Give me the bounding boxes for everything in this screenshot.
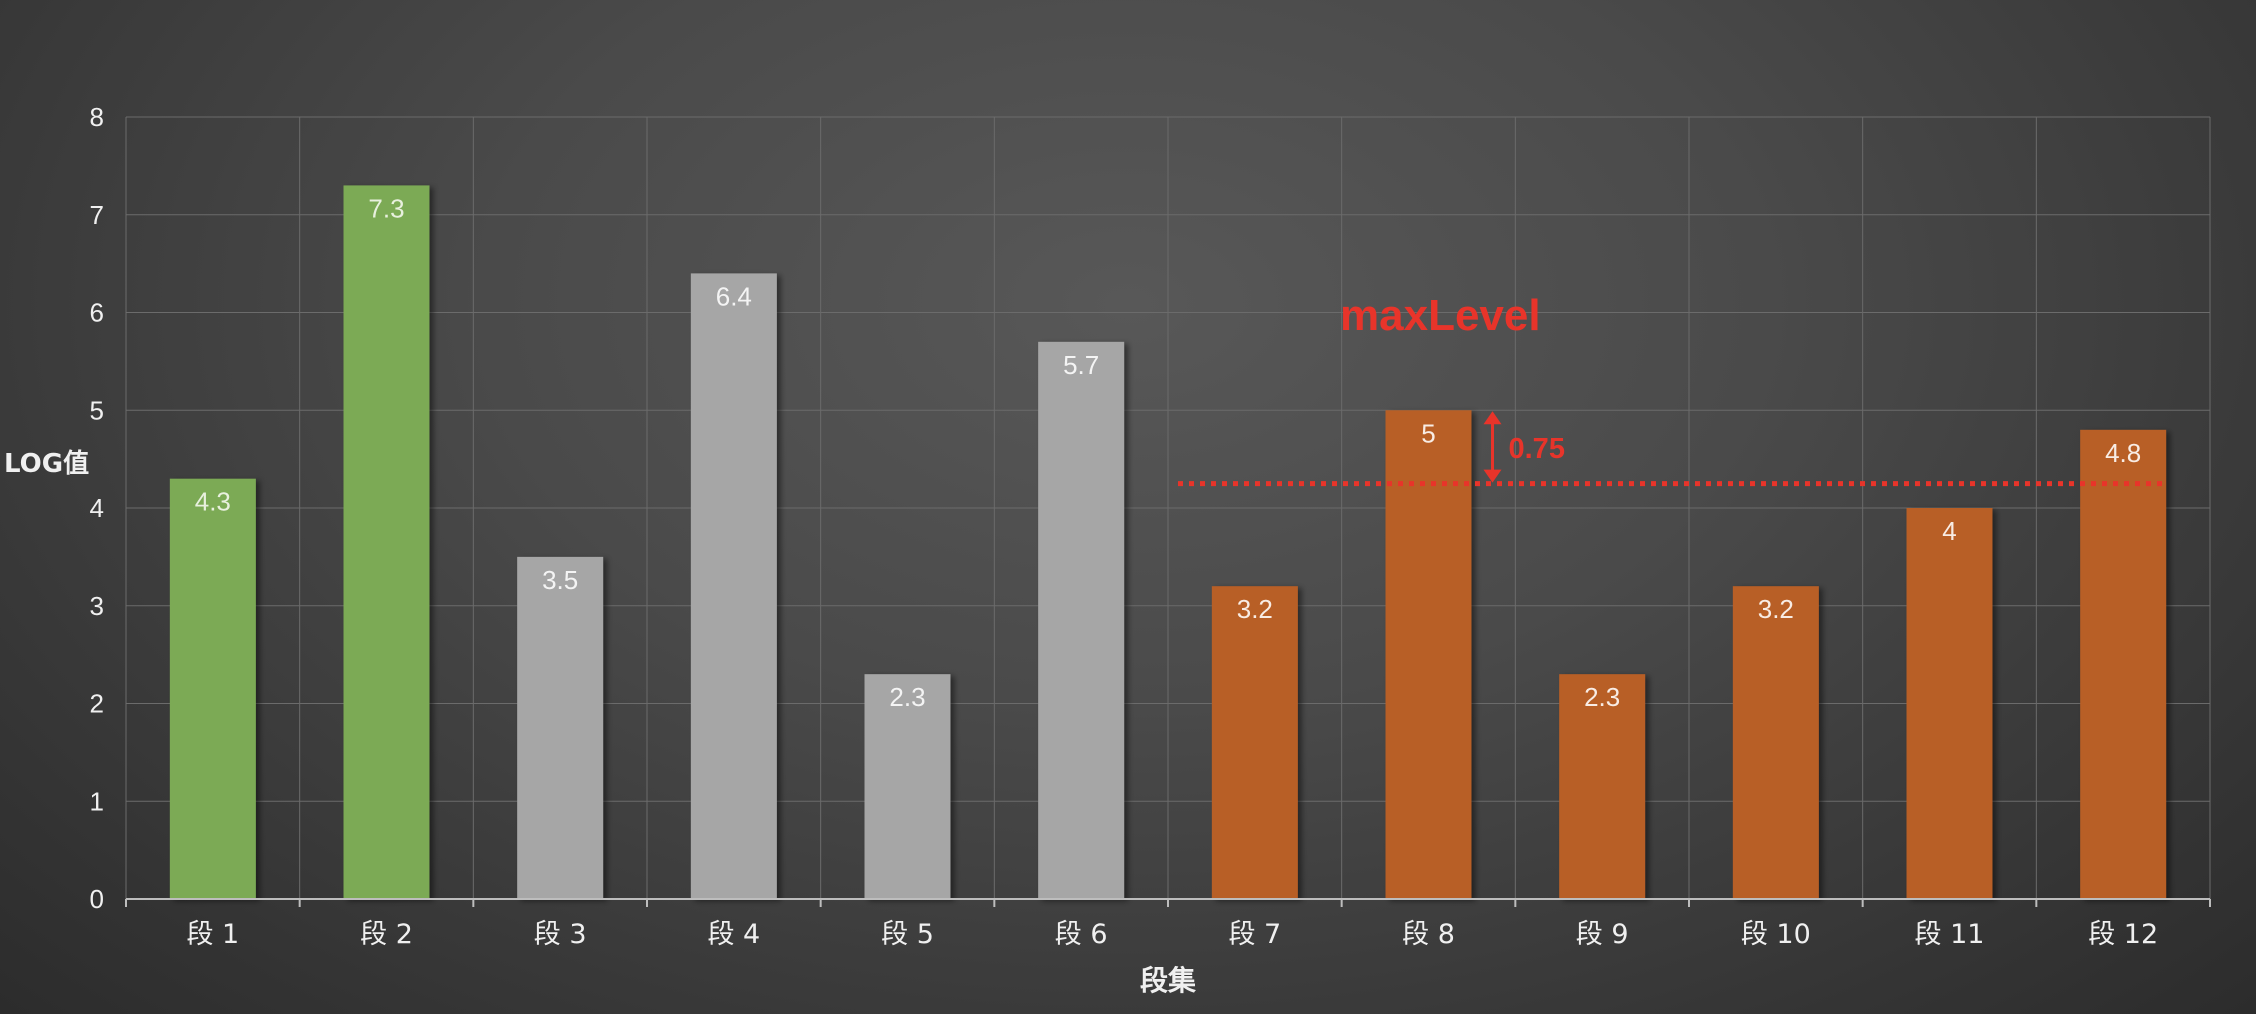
data-label-1: 4.3 xyxy=(195,487,231,517)
bar-1 xyxy=(169,478,256,899)
x-tick-label: 段 12 xyxy=(2088,919,2158,950)
max-level-annotation: maxLevel xyxy=(1340,291,1541,340)
bar-5 xyxy=(864,674,951,899)
annotations: maxLevel 0.75 xyxy=(1178,291,2168,487)
data-label-8: 5 xyxy=(1421,418,1435,448)
data-label-12: 4.8 xyxy=(2105,438,2141,468)
difference-label: 0.75 xyxy=(1509,433,1565,465)
bar-12 xyxy=(2080,429,2167,899)
bar-3 xyxy=(517,556,604,899)
y-tick-label: 7 xyxy=(90,200,104,230)
bar-6 xyxy=(1038,341,1125,899)
bar-7 xyxy=(1211,586,1298,899)
data-label-10: 3.2 xyxy=(1758,594,1794,624)
x-axis-title: 段集 xyxy=(1140,964,1196,997)
y-tick-label: 0 xyxy=(90,884,104,914)
x-tick-label: 段 4 xyxy=(707,919,760,950)
x-tick-label: 段 3 xyxy=(534,919,587,950)
x-tick-label: 段 7 xyxy=(1228,919,1281,950)
y-tick-label: 6 xyxy=(90,298,104,328)
gridlines xyxy=(125,116,2211,899)
y-tick-label: 4 xyxy=(90,493,104,523)
difference-arrow-head-up xyxy=(1483,411,1502,425)
x-tick-label: 段 11 xyxy=(1915,919,1985,950)
bar-4 xyxy=(690,273,777,899)
bars xyxy=(169,185,2167,900)
x-tick-label: 段 8 xyxy=(1402,919,1455,950)
data-label-4: 6.4 xyxy=(716,281,752,311)
data-label-11: 4 xyxy=(1942,516,1956,546)
y-tick-label: 5 xyxy=(90,395,104,425)
data-label-2: 7.3 xyxy=(368,193,404,223)
axes: 0 1 2 3 4 5 6 7 8 段 1 段 2 段 3 段 4 段 5 段 6 段 7 段 8 段 9 段 10… xyxy=(4,102,2211,997)
difference-arrow-head-down xyxy=(1483,469,1502,483)
x-tick-label: 段 6 xyxy=(1055,919,1108,950)
data-label-7: 3.2 xyxy=(1237,594,1273,624)
x-tick-label: 段 5 xyxy=(881,919,934,950)
data-label-9: 2.3 xyxy=(1584,682,1620,712)
y-tick-label: 8 xyxy=(90,102,104,132)
y-tick-label: 2 xyxy=(90,689,104,719)
y-axis-title: LOG值 xyxy=(4,449,89,479)
bar-8 xyxy=(1385,410,1472,899)
x-tick-label: 段 1 xyxy=(186,919,239,950)
data-label-5: 2.3 xyxy=(889,682,925,712)
data-label-3: 3.5 xyxy=(542,565,578,595)
bar-9 xyxy=(1559,674,1646,899)
x-tick-label: 段 2 xyxy=(360,919,413,950)
x-tick-label: 段 9 xyxy=(1576,919,1629,950)
bar-10 xyxy=(1732,586,1819,899)
x-tick-label: 段 10 xyxy=(1741,919,1811,950)
y-tick-label: 1 xyxy=(90,786,104,816)
data-label-6: 5.7 xyxy=(1063,350,1099,380)
y-tick-label: 3 xyxy=(90,591,104,621)
labels: 4.3 7.3 3.5 6.4 2.3 5.7 3.2 5 2.3 3.2 4 4.8 xyxy=(195,193,2141,712)
bar-2 xyxy=(343,185,430,900)
bar-11 xyxy=(1906,508,1993,899)
